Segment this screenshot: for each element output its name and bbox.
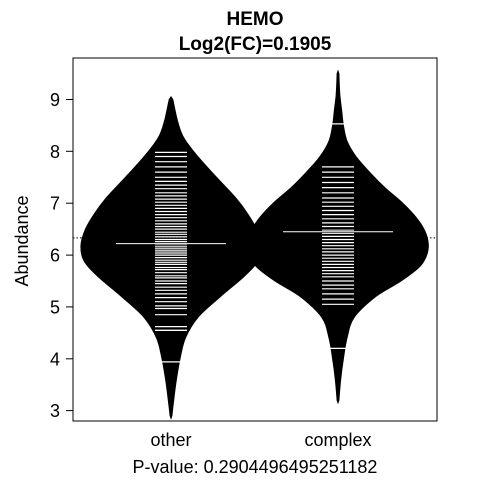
y-axis-label: Abundance xyxy=(12,195,32,286)
y-tick-label: 7 xyxy=(50,194,60,214)
y-axis: 3 4 5 6 7 8 9 xyxy=(50,90,73,421)
plot-area xyxy=(73,69,437,420)
x-tick-label: complex xyxy=(304,430,371,450)
chart-subtitle: Log2(FC)=0.1905 xyxy=(179,34,332,55)
y-tick-label: 9 xyxy=(50,90,60,110)
y-tick-label: 6 xyxy=(50,246,60,266)
x-tick-label: other xyxy=(150,430,191,450)
y-tick-label: 4 xyxy=(50,349,60,369)
x-axis-label: P-value: 0.2904496495251182 xyxy=(133,457,378,477)
y-tick-label: 3 xyxy=(50,401,60,421)
y-tick-label: 8 xyxy=(50,142,60,162)
plot-frame xyxy=(72,57,438,422)
y-tick-label: 5 xyxy=(50,297,60,317)
chart-title: HEMO xyxy=(227,9,284,30)
x-axis: other complex xyxy=(150,430,371,450)
